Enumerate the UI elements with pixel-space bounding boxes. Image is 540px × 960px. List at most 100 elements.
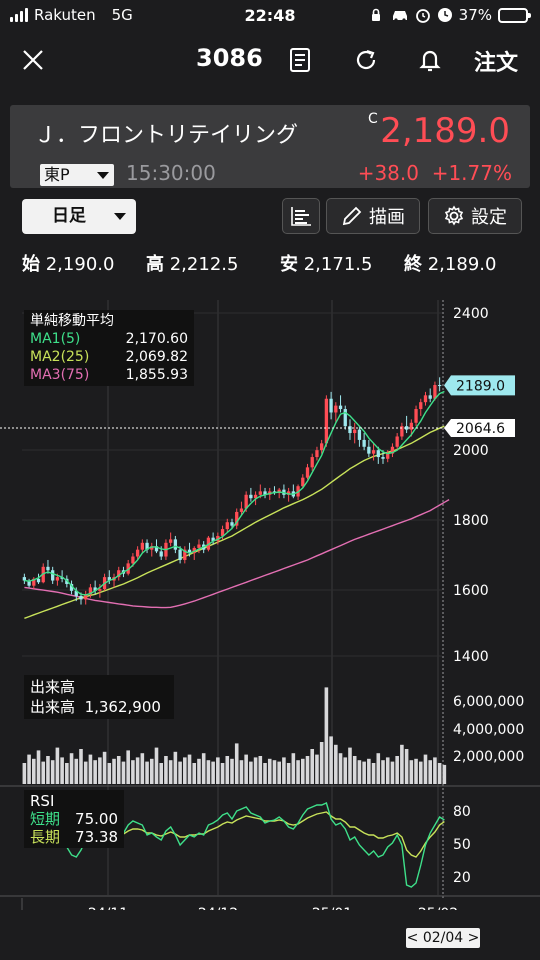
volume-bar [428,760,432,784]
candle-body [310,457,314,468]
volume-bar [107,763,112,784]
ma2-value: 2,069.82 [125,349,188,365]
volume-bar [319,742,324,784]
volume-bar [201,753,206,784]
open-label: 始 [22,254,40,275]
volume-bar [239,760,244,784]
volume-bar [50,760,55,784]
candle-body [183,549,187,560]
volume-bar [442,764,447,784]
volume-bar [253,757,258,784]
candle-body [27,580,31,586]
signal-icon [10,8,28,22]
candle-body [211,537,215,542]
volume-bar [154,747,159,784]
volume-bar [437,763,442,784]
candle-body [386,453,390,459]
rsi-long-row: 長期 73.38 [30,828,118,846]
volume-bar [267,758,272,784]
volume-bar [263,763,267,784]
candle-body [107,577,111,581]
close-icon[interactable] [20,44,46,74]
volume-bar [244,754,248,784]
volume-value: 1,362,900 [84,698,161,716]
price-chart[interactable]: 2400 2000 1800 1600 1400 2064.6 2189.0 6,000,00… [0,296,540,910]
bell-icon[interactable] [416,46,444,74]
level-tag-label: 2064.6 [456,421,505,437]
volume-tick-label: 6,000,000 [453,694,524,710]
volume-bar [305,756,310,784]
volume-bar [414,758,418,784]
candle-body [225,522,229,530]
candle-body [249,494,253,499]
candle-body [433,385,437,399]
candle-body [414,409,418,423]
candle-body [428,395,432,399]
price-tag [444,375,515,396]
volume-bar [65,763,69,784]
document-icon[interactable] [286,46,314,74]
candle-body [135,549,140,557]
volume-label: 出来高 [30,698,76,716]
candle-body [376,450,380,458]
volume-bar [131,760,135,784]
candle-body [362,439,366,447]
indicator-button[interactable] [282,198,320,234]
refresh-icon[interactable] [352,46,380,74]
candle-body [239,508,244,512]
close-value: 2,189.0 [427,254,497,275]
volume-bar [258,756,263,784]
volume-bar [206,760,211,784]
volume-title: 出来高 [30,678,76,696]
volume-bar [225,756,230,784]
current-price: 2,189.0 [380,111,510,151]
order-button[interactable]: 注文 [473,51,518,76]
ma2-name: MA2(25) [30,349,90,365]
volume-bar [220,763,225,784]
candle-body [131,556,135,564]
volume-bar [272,760,277,784]
volume-bar [27,754,31,784]
draw-button[interactable]: 描画 [326,198,420,234]
candle-body [46,566,50,571]
candle-body [437,385,442,387]
rsi-short-row: 短期 75.00 [30,810,118,828]
status-right: 37% [367,6,531,24]
change-percent: +1.77% [431,161,512,185]
draw-label: 描画 [369,207,405,228]
volume-bar [149,758,154,784]
volume-tick-label: 2,000,000 [453,749,524,765]
rsi-title: RSI [30,792,55,810]
candle-body [286,491,291,495]
ma1-row: MA1(5) 2,170.60 [30,330,188,348]
chevron-down-icon [114,213,126,220]
ma3-value: 1,855.93 [125,367,188,383]
rsi-short-name: 短期 [30,810,61,828]
volume-bar [282,757,286,784]
candle-body [22,577,27,581]
volume-bar [32,758,36,784]
candle-body [159,551,163,557]
x-tick-label: 24/11 [88,906,128,910]
candle-body [324,398,329,444]
close-label: 終 [404,254,422,275]
rsi-tick-label: 80 [453,804,471,820]
volume-bar [404,749,409,784]
volume-bar [381,760,385,784]
market-select[interactable]: 東P [40,164,114,186]
volume-bar [338,753,343,784]
candle-body [371,450,376,454]
cursor-date-tag[interactable]: < 02/04 > [406,928,480,948]
ma2-row: MA2(25) 2,069.82 [30,348,188,366]
period-select[interactable]: 日足 [22,199,136,234]
bar-list-icon [291,207,311,226]
volume-bar [164,756,168,784]
volume-bar [69,753,74,784]
volume-bar [329,736,333,784]
clock: 22:48 [244,6,296,25]
nav-bar: 3086 注文 [0,40,540,80]
volume-bar [362,761,366,784]
settings-button[interactable]: 設定 [428,198,522,234]
volume-bar [168,760,173,784]
volume-bar [409,760,414,784]
